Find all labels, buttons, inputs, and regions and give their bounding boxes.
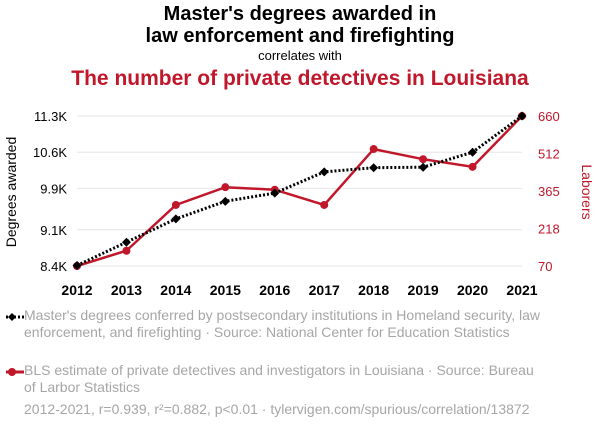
left-axis-ticks: 8.4K 9.1K 9.9K 10.6K 11.3K — [33, 109, 67, 274]
point-degrees — [270, 188, 280, 198]
point-degrees — [517, 111, 527, 121]
point-degrees — [418, 162, 428, 172]
point-degrees — [171, 214, 181, 224]
point-degrees — [72, 260, 82, 270]
left-tick-label: 9.1K — [40, 223, 67, 238]
x-tick-label: 2014 — [160, 282, 191, 298]
right-tick-label: 512 — [538, 147, 560, 162]
point-detectives — [171, 200, 180, 209]
chart-title-line1: Master's degrees awarded in — [163, 3, 437, 25]
left-tick-label: 11.3K — [34, 109, 67, 124]
series-line-detectives — [76, 115, 523, 268]
point-degrees — [220, 196, 230, 206]
x-tick-label: 2015 — [210, 282, 241, 298]
point-degrees — [468, 147, 478, 157]
right-tick-label: 365 — [538, 184, 560, 199]
point-detectives — [320, 200, 329, 209]
legend-label-detectives: BLS estimate of private detectives and i… — [24, 362, 534, 395]
point-detectives — [419, 155, 428, 164]
legend-label-degrees: Master's degrees conferred by postsecond… — [24, 307, 540, 340]
point-degrees — [369, 163, 379, 173]
chart-title-line3: The number of private detectives in Loui… — [71, 67, 529, 90]
x-tick-label: 2017 — [309, 282, 340, 298]
point-degrees — [319, 167, 329, 177]
grid — [77, 115, 522, 267]
series-layer — [72, 111, 527, 270]
x-axis-ticks: 2012 2013 2014 2015 2016 2017 2018 2019 2020 2021 — [61, 282, 537, 298]
x-tick-label: 2013 — [111, 282, 142, 298]
right-tick-label: 660 — [538, 109, 560, 124]
right-axis-label: Laborers — [579, 164, 595, 219]
left-tick-label: 9.9K — [40, 181, 67, 196]
left-tick-label: 8.4K — [40, 259, 67, 274]
legend-marker-degrees — [6, 313, 24, 321]
point-detectives — [468, 162, 477, 171]
point-degrees — [121, 237, 131, 247]
right-tick-label: 218 — [538, 221, 560, 236]
point-detectives — [221, 183, 230, 192]
point-detectives — [369, 145, 378, 154]
x-tick-label: 2020 — [457, 282, 488, 298]
legend-marker-detectives — [6, 368, 24, 376]
series-line-degrees — [76, 114, 523, 267]
chart-title-line2: law enforcement and firefighting — [145, 25, 455, 47]
left-axis-label: Degrees awarded — [3, 137, 19, 248]
x-tick-label: 2012 — [61, 282, 92, 298]
left-tick-label: 10.6K — [33, 145, 67, 160]
x-tick-label: 2021 — [506, 282, 537, 298]
chart-subtitle: correlates with — [258, 48, 342, 63]
x-tick-label: 2016 — [259, 282, 290, 298]
x-tick-label: 2018 — [358, 282, 389, 298]
footer-stats: 2012-2021, r=0.939, r²=0.882, p<0.01 · t… — [24, 401, 530, 417]
point-detectives — [122, 246, 131, 255]
x-tick-label: 2019 — [408, 282, 439, 298]
right-tick-label: 70 — [538, 259, 552, 274]
right-axis-ticks: 70 218 365 512 660 — [538, 109, 560, 274]
